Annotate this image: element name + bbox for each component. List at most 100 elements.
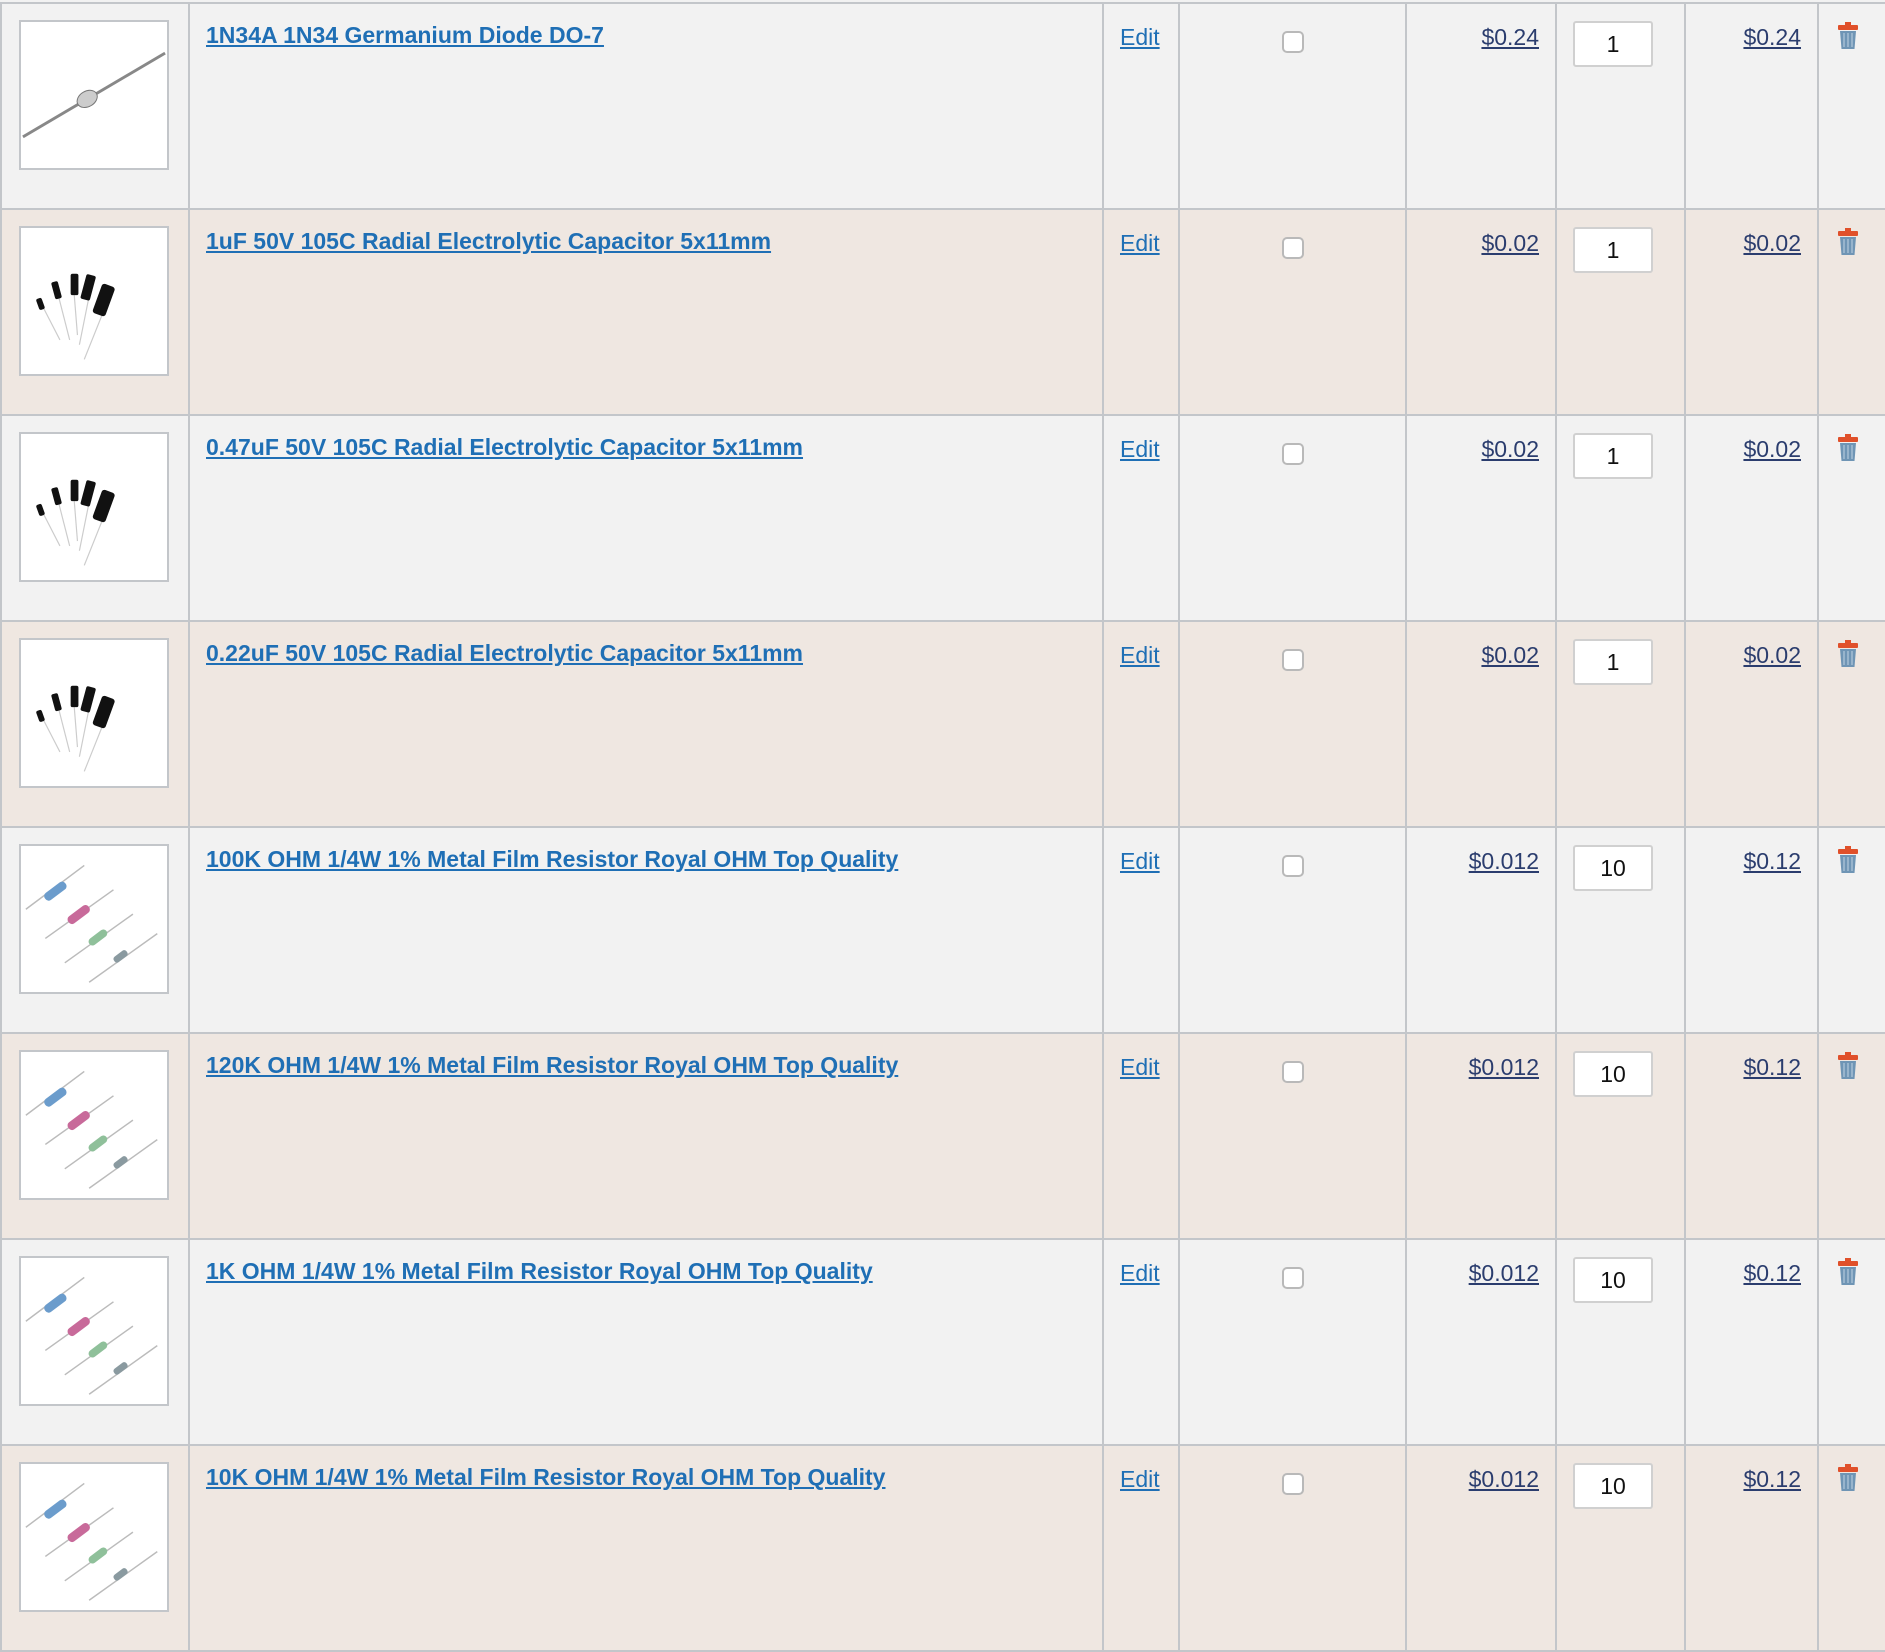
edit-link[interactable]: Edit — [1120, 1054, 1160, 1080]
unit-price-cell: $0.012 — [1405, 826, 1557, 1034]
unit-price[interactable]: $0.02 — [1481, 642, 1539, 668]
line-total[interactable]: $0.02 — [1743, 230, 1801, 256]
edit-link[interactable]: Edit — [1120, 1466, 1160, 1492]
title-cell: 1uF 50V 105C Radial Electrolytic Capacit… — [188, 208, 1104, 416]
unit-price-cell: $0.02 — [1405, 208, 1557, 416]
line-total-cell: $0.12 — [1684, 1444, 1819, 1652]
line-total-cell: $0.12 — [1684, 826, 1819, 1034]
product-image[interactable] — [19, 1256, 169, 1406]
trash-icon[interactable] — [1837, 228, 1859, 256]
unit-price[interactable]: $0.012 — [1468, 1260, 1539, 1286]
trash-icon[interactable] — [1837, 1464, 1859, 1492]
quantity-input[interactable] — [1573, 433, 1653, 479]
line-total[interactable]: $0.12 — [1743, 1260, 1801, 1286]
unit-price[interactable]: $0.24 — [1481, 24, 1539, 50]
trash-icon[interactable] — [1837, 434, 1859, 462]
select-checkbox[interactable] — [1281, 31, 1304, 53]
unit-price-cell: $0.012 — [1405, 1032, 1557, 1240]
edit-cell: Edit — [1102, 826, 1180, 1034]
product-image[interactable] — [19, 1050, 169, 1200]
quantity-cell — [1555, 620, 1686, 828]
title-cell: 100K OHM 1/4W 1% Metal Film Resistor Roy… — [188, 826, 1104, 1034]
select-checkbox[interactable] — [1281, 1061, 1304, 1083]
trash-icon[interactable] — [1837, 1052, 1859, 1080]
cart-row: 1uF 50V 105C Radial Electrolytic Capacit… — [0, 208, 1885, 416]
remove-cell — [1817, 620, 1885, 828]
edit-link[interactable]: Edit — [1120, 1260, 1160, 1286]
edit-cell: Edit — [1102, 1444, 1180, 1652]
quantity-input[interactable] — [1573, 21, 1653, 67]
quantity-input[interactable] — [1573, 227, 1653, 273]
edit-cell: Edit — [1102, 620, 1180, 828]
line-total[interactable]: $0.02 — [1743, 642, 1801, 668]
unit-price-cell: $0.012 — [1405, 1444, 1557, 1652]
trash-icon[interactable] — [1837, 1258, 1859, 1286]
quantity-cell — [1555, 2, 1686, 210]
trash-icon[interactable] — [1837, 22, 1859, 50]
product-title-link[interactable]: 1uF 50V 105C Radial Electrolytic Capacit… — [206, 228, 772, 254]
quantity-cell — [1555, 208, 1686, 416]
title-cell: 120K OHM 1/4W 1% Metal Film Resistor Roy… — [188, 1032, 1104, 1240]
thumbnail-cell — [0, 620, 190, 828]
select-checkbox[interactable] — [1281, 1267, 1304, 1289]
product-title-link[interactable]: 1K OHM 1/4W 1% Metal Film Resistor Royal… — [206, 1258, 873, 1284]
title-cell: 0.47uF 50V 105C Radial Electrolytic Capa… — [188, 414, 1104, 622]
line-total[interactable]: $0.12 — [1743, 848, 1801, 874]
trash-icon[interactable] — [1837, 640, 1859, 668]
quantity-input[interactable] — [1573, 1463, 1653, 1509]
trash-icon[interactable] — [1837, 846, 1859, 874]
product-image[interactable] — [19, 432, 169, 582]
product-title-link[interactable]: 10K OHM 1/4W 1% Metal Film Resistor Roya… — [206, 1464, 886, 1490]
select-checkbox[interactable] — [1281, 855, 1304, 877]
quantity-input[interactable] — [1573, 1051, 1653, 1097]
line-total-cell: $0.24 — [1684, 2, 1819, 210]
quantity-input[interactable] — [1573, 1257, 1653, 1303]
product-image[interactable] — [19, 844, 169, 994]
product-image[interactable] — [19, 1462, 169, 1612]
unit-price[interactable]: $0.012 — [1468, 848, 1539, 874]
unit-price[interactable]: $0.012 — [1468, 1054, 1539, 1080]
edit-link[interactable]: Edit — [1120, 230, 1160, 256]
product-image[interactable] — [19, 226, 169, 376]
select-checkbox[interactable] — [1281, 237, 1304, 259]
line-total[interactable]: $0.24 — [1743, 24, 1801, 50]
title-cell: 10K OHM 1/4W 1% Metal Film Resistor Roya… — [188, 1444, 1104, 1652]
unit-price[interactable]: $0.02 — [1481, 436, 1539, 462]
line-total-cell: $0.02 — [1684, 208, 1819, 416]
quantity-input[interactable] — [1573, 639, 1653, 685]
line-total[interactable]: $0.02 — [1743, 436, 1801, 462]
edit-cell: Edit — [1102, 1238, 1180, 1446]
edit-link[interactable]: Edit — [1120, 436, 1160, 462]
line-total[interactable]: $0.12 — [1743, 1466, 1801, 1492]
cart-row: 100K OHM 1/4W 1% Metal Film Resistor Roy… — [0, 826, 1885, 1034]
unit-price[interactable]: $0.012 — [1468, 1466, 1539, 1492]
unit-price[interactable]: $0.02 — [1481, 230, 1539, 256]
select-cell — [1178, 414, 1407, 622]
edit-link[interactable]: Edit — [1120, 24, 1160, 50]
select-cell — [1178, 1032, 1407, 1240]
product-title-link[interactable]: 0.47uF 50V 105C Radial Electrolytic Capa… — [206, 434, 804, 460]
product-image[interactable] — [19, 20, 169, 170]
edit-cell: Edit — [1102, 1032, 1180, 1240]
select-checkbox[interactable] — [1281, 1473, 1304, 1495]
product-title-link[interactable]: 1N34A 1N34 Germanium Diode DO-7 — [206, 22, 604, 48]
remove-cell — [1817, 1032, 1885, 1240]
edit-link[interactable]: Edit — [1120, 642, 1160, 668]
product-image[interactable] — [19, 638, 169, 788]
select-checkbox[interactable] — [1281, 649, 1304, 671]
product-title-link[interactable]: 100K OHM 1/4W 1% Metal Film Resistor Roy… — [206, 846, 899, 872]
select-checkbox[interactable] — [1281, 443, 1304, 465]
quantity-cell — [1555, 826, 1686, 1034]
cart-row: 0.47uF 50V 105C Radial Electrolytic Capa… — [0, 414, 1885, 622]
line-total-cell: $0.02 — [1684, 414, 1819, 622]
unit-price-cell: $0.012 — [1405, 1238, 1557, 1446]
thumbnail-cell — [0, 414, 190, 622]
product-title-link[interactable]: 0.22uF 50V 105C Radial Electrolytic Capa… — [206, 640, 804, 666]
select-cell — [1178, 1444, 1407, 1652]
product-title-link[interactable]: 120K OHM 1/4W 1% Metal Film Resistor Roy… — [206, 1052, 899, 1078]
quantity-input[interactable] — [1573, 845, 1653, 891]
remove-cell — [1817, 414, 1885, 622]
line-total[interactable]: $0.12 — [1743, 1054, 1801, 1080]
edit-link[interactable]: Edit — [1120, 848, 1160, 874]
